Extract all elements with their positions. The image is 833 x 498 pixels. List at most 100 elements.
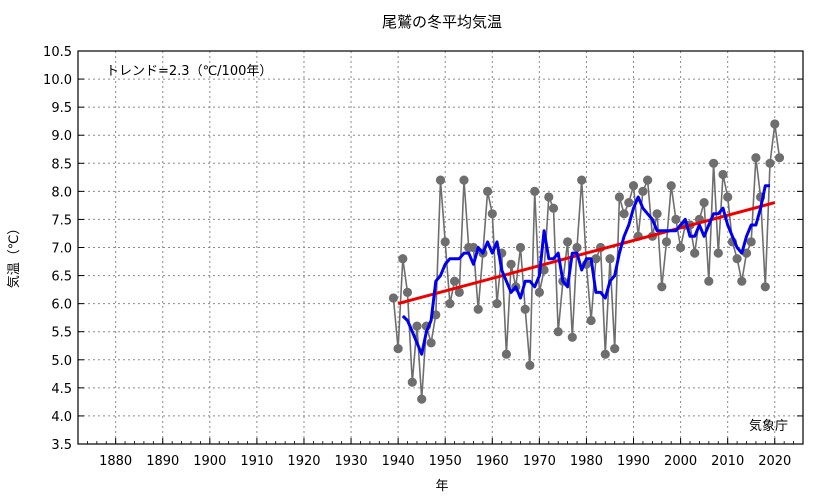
data-point [671, 214, 681, 224]
data-point [690, 248, 700, 258]
data-point [563, 237, 573, 247]
data-point [774, 153, 785, 163]
data-point [407, 377, 417, 387]
x-axis: 1880 1890 1900 1910 1920 1930 1940 1950 1960 1970… [77, 438, 804, 469]
data-point [628, 181, 639, 191]
data-point [398, 254, 408, 264]
data-point [548, 203, 559, 213]
data-point [746, 237, 756, 247]
data-point [487, 209, 497, 219]
data-point [412, 321, 422, 331]
y-tick-label: 4.5 [51, 382, 72, 397]
x-tick-label: 1890 [146, 454, 179, 469]
data-point [737, 276, 747, 286]
data-point [402, 287, 413, 297]
data-point [704, 276, 714, 286]
y-tick-label: 3.5 [51, 438, 72, 453]
data-point [577, 175, 587, 185]
data-point [506, 259, 516, 269]
data-point [454, 287, 464, 297]
data-point [619, 209, 629, 219]
x-tick-label: 1900 [193, 454, 226, 469]
data-point [652, 209, 662, 219]
data-point [605, 254, 615, 264]
data-point [699, 198, 709, 208]
y-tick-label: 8.5 [51, 157, 72, 172]
y-tick-label: 5.0 [51, 354, 72, 369]
data-point [723, 192, 733, 202]
x-tick-label: 1920 [287, 454, 320, 469]
x-tick-label: 2000 [664, 454, 697, 469]
data-point [638, 186, 648, 196]
data-point [600, 349, 610, 359]
data-point [614, 192, 625, 202]
data-point [643, 175, 653, 185]
x-tick-label: 1960 [476, 454, 509, 469]
data-point [459, 175, 469, 185]
data-point [440, 237, 450, 247]
data-point [765, 158, 775, 168]
x-tick-label: 1910 [240, 454, 273, 469]
y-tick-label: 10.0 [43, 73, 72, 88]
y-tick-label: 5.5 [51, 326, 72, 341]
data-point [501, 349, 511, 359]
data-point [586, 315, 596, 326]
y-tick-label: 8.0 [51, 185, 72, 200]
x-tick-label: 1980 [570, 454, 603, 469]
data-point [624, 198, 634, 208]
data-point [572, 242, 582, 253]
x-tick-label: 1970 [523, 454, 556, 469]
y-tick-label: 9.0 [51, 129, 72, 144]
data-point [515, 242, 526, 253]
data-point [483, 186, 493, 196]
y-axis: 3.5 4.0 4.5 5.0 5.5 6.0 6.5 7.0 7.5 8.0 8.5 9.0 9.5 1… [43, 45, 803, 453]
data-point [591, 254, 601, 264]
x-tick-label: 1880 [99, 454, 132, 469]
data-point [709, 158, 719, 168]
data-point [713, 248, 723, 258]
y-tick-label: 9.5 [51, 101, 72, 116]
data-point [525, 360, 535, 370]
y-tick-label: 10.5 [43, 45, 72, 60]
series-line-moving-average [401, 184, 770, 356]
y-tick-label: 6.5 [51, 270, 72, 285]
data-point [553, 327, 563, 337]
data-point [718, 169, 728, 180]
x-tick-label: 1990 [617, 454, 650, 469]
data-point [530, 186, 540, 196]
data-point [657, 282, 667, 292]
data-point [666, 181, 676, 191]
x-tick-label: 1940 [382, 454, 415, 469]
y-tick-label: 7.5 [51, 213, 72, 228]
source-label: 気象庁 [749, 418, 788, 434]
data-point [610, 344, 620, 354]
data-point [741, 248, 752, 258]
data-point [450, 276, 460, 286]
x-tick-label: 2020 [758, 454, 791, 469]
data-point [661, 237, 672, 247]
data-point [539, 265, 549, 275]
data-point [492, 299, 502, 309]
data-point [544, 192, 554, 202]
chart-title: 尾鷲の冬平均気温 [382, 13, 502, 31]
data-point [468, 242, 479, 253]
data-point [426, 338, 436, 348]
data-point [520, 304, 530, 314]
data-point [473, 304, 483, 314]
trend-annotation: トレンド=2.3（℃/100年） [106, 64, 272, 79]
x-tick-label: 1950 [429, 454, 462, 469]
data-point [732, 254, 742, 264]
data-point [393, 344, 403, 354]
data-point [770, 119, 780, 129]
data-point [760, 282, 770, 292]
x-tick-label: 2010 [711, 454, 744, 469]
y-tick-label: 4.0 [51, 410, 72, 425]
data-point [445, 299, 455, 309]
data-point [751, 153, 761, 163]
y-tick-label: 7.0 [51, 242, 72, 257]
x-axis-label: 年 [435, 479, 448, 494]
data-point [388, 293, 398, 303]
data-point [417, 394, 427, 404]
data-point [534, 287, 545, 297]
